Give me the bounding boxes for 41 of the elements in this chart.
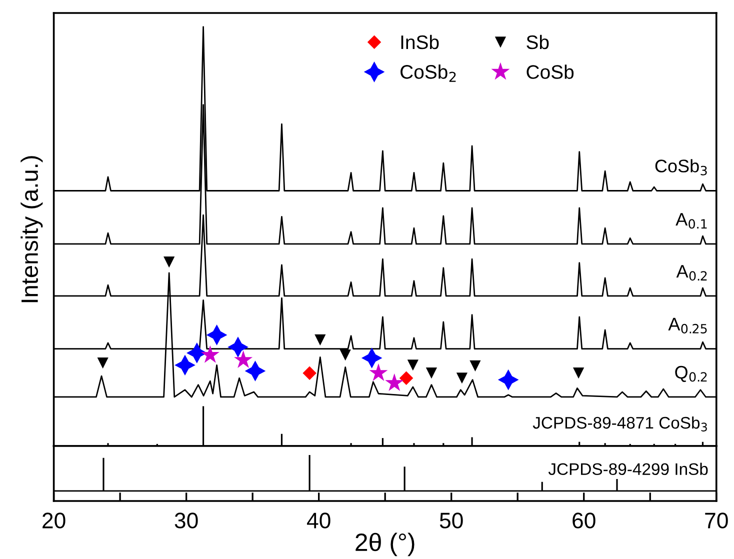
point [426,368,438,379]
series-label: Q$_{0.2}$ [675,366,707,382]
point [385,373,404,392]
x-tick-label: 40 [306,512,330,528]
point [470,360,481,372]
point [206,324,228,346]
legend-label: CoSb [526,64,574,79]
point [498,369,519,390]
series-label: A$_{0.1}$ [676,213,707,229]
legend-label: CoSb$_{2}$ [400,64,456,82]
point [399,371,414,385]
point [186,342,208,364]
point [234,350,253,368]
legend-label: InSb [401,34,439,50]
series-label: CoSb$_{3}$ [655,159,707,176]
point [228,336,248,358]
point [302,366,316,380]
point [456,372,468,384]
series-label: A$_{0.2}$ [676,265,707,281]
point [200,345,220,363]
y-axis-title: Intensity (a.u.) [20,156,43,302]
x-tick-label: 30 [174,512,198,528]
x-tick-label: 50 [440,512,463,528]
point [174,354,196,376]
x-axis-title: 2θ (°) [356,532,414,556]
point [314,334,326,346]
series-label: A$_{0.25}$ [668,318,707,334]
x-tick-label: 70 [705,512,728,528]
point [407,360,418,371]
point [164,256,175,268]
point [97,357,108,369]
legend-label: Sb [526,34,549,50]
point [573,368,584,379]
x-tick-label: 60 [572,512,596,528]
x-tick-label: 20 [42,512,66,528]
series-label: JCPDS-89-4299 InSb [548,462,708,476]
series-label: JCPDS-89-4871 CoSb$_{3}$ [532,416,707,432]
point [244,360,266,382]
point [369,363,388,381]
point [361,348,382,368]
point [340,350,351,361]
